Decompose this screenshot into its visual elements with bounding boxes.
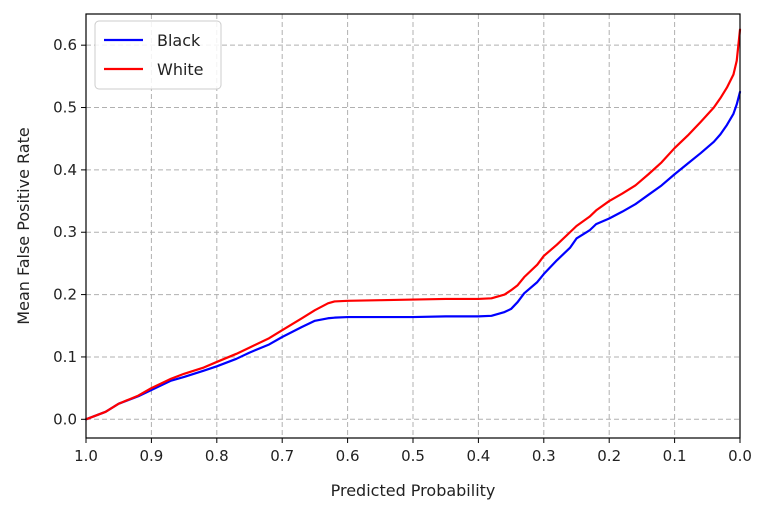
legend-box: [94, 20, 222, 90]
x-axis: 1.0 0.9 0.8 0.7 0.6 0.5 0.4 0.3 0.2 0.1 0.0: [74, 438, 752, 465]
series-layer: [84, 28, 742, 421]
x-tick-label: 0.7: [270, 447, 294, 465]
legend: Black White: [94, 20, 222, 90]
series-line-black: [84, 90, 742, 421]
x-tick-label: 0.4: [466, 447, 490, 465]
x-tick-label: 0.0: [728, 447, 752, 465]
x-tick-label: 0.5: [401, 447, 425, 465]
x-tick-label: 1.0: [74, 447, 98, 465]
x-tick-label: 0.3: [532, 447, 556, 465]
y-tick-label: 0.6: [53, 36, 77, 54]
y-axis-label: Mean False Positive Rate: [14, 127, 33, 324]
x-tick-label: 0.2: [597, 447, 621, 465]
y-tick-label: 0.0: [53, 410, 77, 428]
y-axis: 0.0 0.1 0.2 0.3 0.4 0.5 0.6: [53, 36, 86, 428]
legend-label-white: White: [157, 60, 204, 79]
series-line-white: [84, 28, 742, 421]
x-tick-label: 0.9: [139, 447, 163, 465]
y-tick-label: 0.1: [53, 348, 77, 366]
y-tick-label: 0.3: [53, 223, 77, 241]
y-tick-label: 0.2: [53, 286, 77, 304]
legend-label-black: Black: [157, 31, 201, 50]
y-tick-label: 0.5: [53, 99, 77, 117]
x-axis-label: Predicted Probability: [331, 481, 496, 500]
x-tick-label: 0.8: [205, 447, 229, 465]
x-tick-label: 0.6: [336, 447, 360, 465]
y-tick-label: 0.4: [53, 161, 77, 179]
x-tick-label: 0.1: [663, 447, 687, 465]
